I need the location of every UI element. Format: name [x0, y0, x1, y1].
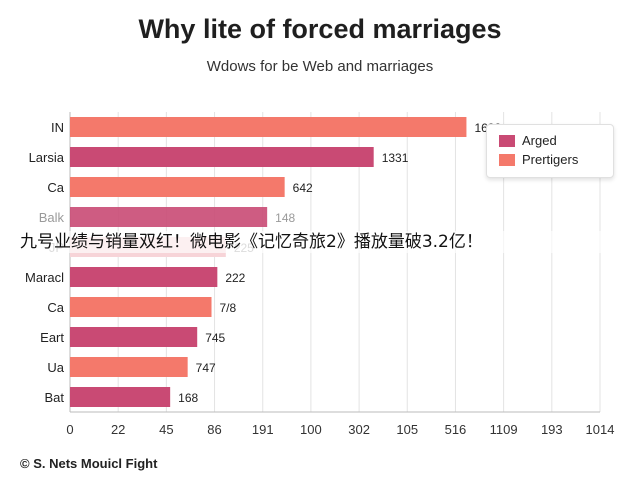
- y-category-label: Ua: [47, 360, 64, 375]
- x-tick-label: 516: [445, 422, 467, 437]
- chart-legend: Arged Prertigers: [486, 124, 614, 178]
- bar: [70, 387, 171, 407]
- bar-value-label: 642: [293, 181, 313, 195]
- x-tick-label: 191: [252, 422, 274, 437]
- legend-item-arged: Arged: [499, 133, 557, 148]
- bar: [70, 327, 198, 347]
- x-tick-label: 86: [207, 422, 221, 437]
- overlay-caption: 九号业绩与销量双红！微电影《记忆奇旅2》播放量破3.2亿！: [20, 231, 640, 253]
- x-tick-label: 100: [300, 422, 322, 437]
- bar: [70, 297, 212, 317]
- legend-swatch-arged: [499, 134, 515, 147]
- y-category-label: Ca: [47, 300, 64, 315]
- legend-label-arged: Arged: [522, 133, 557, 148]
- x-tick-label: 45: [159, 422, 173, 437]
- y-category-label: Eart: [40, 330, 64, 345]
- bar: [70, 267, 218, 287]
- x-tick-label: 22: [111, 422, 125, 437]
- bar: [70, 177, 285, 197]
- y-category-label: Ca: [47, 180, 64, 195]
- credit-text: © S. Nets Mouicl Fight: [20, 456, 158, 471]
- legend-swatch-prertigers: [499, 153, 515, 166]
- bar-value-label: 7/8: [220, 301, 237, 315]
- bar: [70, 147, 374, 167]
- bar: [70, 207, 268, 227]
- x-tick-label: 105: [396, 422, 418, 437]
- chart-subtitle: Wdows for be Web and marriages: [206, 58, 434, 75]
- y-category-label: Larsia: [29, 150, 65, 165]
- x-tick-label: 1014: [586, 422, 615, 437]
- y-category-label: Bat: [44, 390, 64, 405]
- y-category-label: Balk: [39, 210, 65, 225]
- bar: [70, 357, 188, 377]
- bar: [70, 117, 467, 137]
- x-tick-label: 1109: [490, 422, 518, 437]
- legend-item-prertigers: Prertigers: [499, 152, 578, 167]
- chart-title: Why lite of forced marriages: [138, 14, 502, 44]
- y-category-label: IN: [51, 120, 64, 135]
- bar-value-label: 148: [275, 211, 295, 225]
- x-tick-label: 193: [541, 422, 563, 437]
- bar-value-label: 745: [205, 331, 225, 345]
- x-tick-label: 0: [66, 422, 73, 437]
- bar-value-label: 1331: [382, 151, 409, 165]
- bar-value-label: 222: [225, 271, 245, 285]
- bar-value-label: 747: [196, 361, 216, 375]
- legend-label-prertigers: Prertigers: [522, 152, 579, 167]
- x-tick-label: 302: [348, 422, 370, 437]
- y-category-label: Maracl: [25, 270, 64, 285]
- bar-value-label: 168: [178, 391, 198, 405]
